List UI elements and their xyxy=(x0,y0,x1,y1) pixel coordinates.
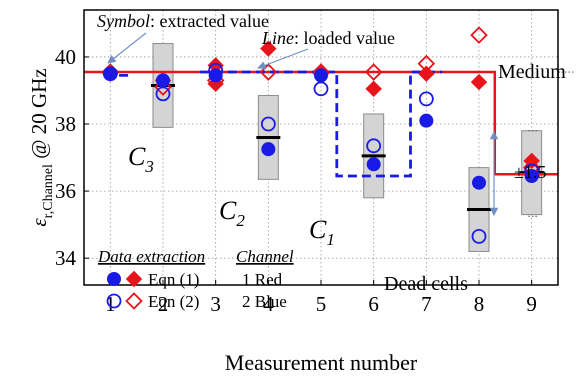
y-axis-label-main: ε xyxy=(27,218,51,227)
group-label-c3: C3 xyxy=(128,142,154,176)
diamond-point-filled xyxy=(260,40,277,57)
legend: Data extraction Eqn (1) Eqn (2) Channel … xyxy=(97,247,294,311)
circle-point-filled xyxy=(208,68,223,83)
annotations: Symbol: extracted value Line: loaded val… xyxy=(97,11,566,295)
legend-channel-1: 1 Red xyxy=(242,270,283,289)
circle-point-open xyxy=(471,228,487,244)
circle-point-open xyxy=(524,163,540,179)
legend-data-extraction-title: Data extraction xyxy=(97,247,205,266)
legend-eqn2-label: Eqn (2) xyxy=(148,292,199,311)
legend-channel-2: 2 Blue xyxy=(242,292,287,311)
medium-label: Medium xyxy=(498,61,566,83)
y-tick-label: 40 xyxy=(55,45,76,69)
circle-point-filled xyxy=(524,169,539,184)
diamond-point-open xyxy=(470,26,488,44)
circle-point-open xyxy=(313,81,329,97)
line-annotation-arrow xyxy=(257,48,309,70)
dead-cells-label: Dead cells xyxy=(384,273,468,295)
circle-point-open xyxy=(366,138,382,154)
x-tick-label: 9 xyxy=(526,292,537,316)
y-axis-label-sub: r,Channel xyxy=(41,164,56,218)
circle-point-filled xyxy=(419,113,434,128)
x-tick-label: 5 xyxy=(316,292,327,316)
circle-point-filled xyxy=(472,175,486,190)
x-tick-label: 6 xyxy=(368,292,379,316)
y-tick-label: 36 xyxy=(55,179,76,203)
legend-diamond-filled xyxy=(125,270,143,288)
circle-point-open xyxy=(418,91,434,107)
diamond-point-filled xyxy=(470,73,488,91)
legend-eqn1-markers xyxy=(107,270,143,288)
x-tick-label: 2 xyxy=(158,292,169,316)
group-label-c1: C1 xyxy=(309,215,335,249)
diamond-point-open xyxy=(364,63,383,81)
y-axis-label: εr,Channel @ 20 GHz xyxy=(27,68,56,226)
x-tick-label: 7 xyxy=(421,292,432,316)
group-label-c2: C2 xyxy=(219,196,245,230)
legend-channel-title: Channel xyxy=(236,247,294,266)
symbol-annotation-arrow xyxy=(107,32,147,64)
x-tick-label: 3 xyxy=(210,292,221,316)
legend-eqn2-markers xyxy=(106,292,143,310)
range-label: ±1.5 xyxy=(514,162,546,182)
data-points xyxy=(101,26,541,244)
symbol-annotation: Symbol: extracted value xyxy=(97,11,269,31)
legend-diamond-open xyxy=(125,292,143,310)
legend-eqn1-label: Eqn (1) xyxy=(148,270,199,289)
diamond-point-open xyxy=(417,54,436,73)
legend-circle-open xyxy=(106,293,122,309)
x-tick-label: 4 xyxy=(263,292,274,316)
line-annotation: Line: loaded value xyxy=(261,28,395,48)
circle-point-open xyxy=(208,62,224,78)
circle-point-filled xyxy=(366,157,381,172)
y-tick-label: 34 xyxy=(55,246,77,270)
circle-point-filled xyxy=(156,73,170,88)
circle-point-open xyxy=(260,116,276,132)
diamond-point-filled xyxy=(418,65,435,82)
y-tick-label: 38 xyxy=(55,112,76,136)
diamond-point-filled xyxy=(365,80,382,98)
x-tick-label: 1 xyxy=(105,292,116,316)
legend-circle-filled xyxy=(107,272,121,286)
x-tick-label: 8 xyxy=(474,292,485,316)
circle-point-open xyxy=(102,66,118,82)
circle-point-filled xyxy=(261,142,276,157)
diamond-point-open xyxy=(259,63,278,81)
circle-point-filled xyxy=(314,68,328,83)
y-axis-label-suffix: @ 20 GHz xyxy=(27,68,51,164)
x-axis-label: Measurement number xyxy=(225,350,418,375)
circle-point-open xyxy=(155,86,171,102)
